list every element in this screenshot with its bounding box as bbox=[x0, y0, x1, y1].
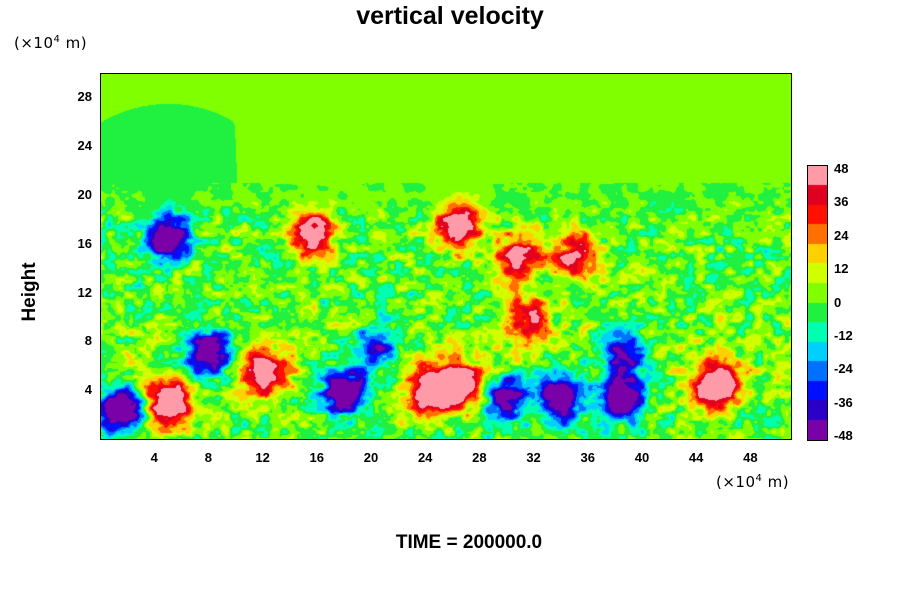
colorbar bbox=[807, 165, 827, 440]
x-tick-label: 8 bbox=[204, 450, 212, 465]
x-tick-label: 20 bbox=[363, 450, 379, 465]
x-unit-suffix: m) bbox=[762, 473, 790, 491]
x-tick-label: 32 bbox=[526, 450, 541, 465]
x-unit-prefix: (×10 bbox=[716, 473, 756, 491]
y-unit-prefix: (×10 bbox=[14, 34, 54, 52]
x-tick-label: 12 bbox=[255, 450, 270, 465]
x-tick-label: 48 bbox=[743, 450, 758, 465]
colorbar-tick-label: -24 bbox=[834, 361, 853, 377]
x-tick-label: 36 bbox=[580, 450, 595, 465]
colorbar-tick-label: -36 bbox=[834, 394, 853, 410]
colorbar-tick-label: -12 bbox=[834, 327, 853, 343]
y-axis-label: Height bbox=[19, 262, 40, 322]
x-tick-label: 40 bbox=[634, 450, 650, 465]
x-tick-label: 28 bbox=[472, 450, 487, 465]
y-tick-label: 4 bbox=[84, 382, 92, 398]
x-tick-label: 4 bbox=[150, 450, 158, 465]
y-tick-label: 8 bbox=[84, 333, 92, 349]
colorbar-tick-label: 0 bbox=[834, 294, 842, 310]
x-unit-exponent: 4 bbox=[755, 473, 763, 484]
y-axis-unit: (×104 m) bbox=[14, 34, 87, 52]
chart-title: vertical velocity bbox=[356, 2, 544, 30]
time-label: TIME = 200000.0 bbox=[395, 532, 543, 553]
x-tick-label: 24 bbox=[417, 450, 433, 465]
colorbar-tick-label: 12 bbox=[834, 261, 849, 277]
y-unit-exponent: 4 bbox=[53, 34, 61, 45]
y-unit-suffix: m) bbox=[60, 34, 88, 52]
colorbar-tick-label: 36 bbox=[834, 194, 849, 210]
x-axis-unit: (×104 m) bbox=[716, 473, 789, 491]
y-tick-label: 20 bbox=[77, 187, 92, 202]
x-tick-label: 44 bbox=[688, 450, 704, 465]
velocity-field-plot bbox=[100, 73, 791, 439]
x-tick-label: 16 bbox=[309, 450, 325, 465]
y-tick-label: 28 bbox=[77, 89, 92, 105]
colorbar-tick-label: 48 bbox=[834, 161, 849, 176]
y-tick-label: 24 bbox=[77, 138, 92, 154]
y-tick-label: 16 bbox=[77, 235, 92, 251]
y-tick-label: 12 bbox=[77, 284, 92, 300]
colorbar-tick-label: 24 bbox=[834, 227, 849, 243]
colorbar-tick-label: -48 bbox=[834, 428, 853, 443]
